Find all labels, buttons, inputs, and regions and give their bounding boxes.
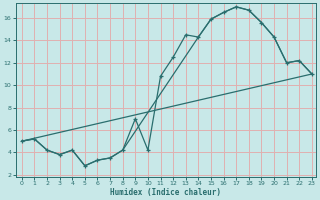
X-axis label: Humidex (Indice chaleur): Humidex (Indice chaleur)	[110, 188, 221, 197]
